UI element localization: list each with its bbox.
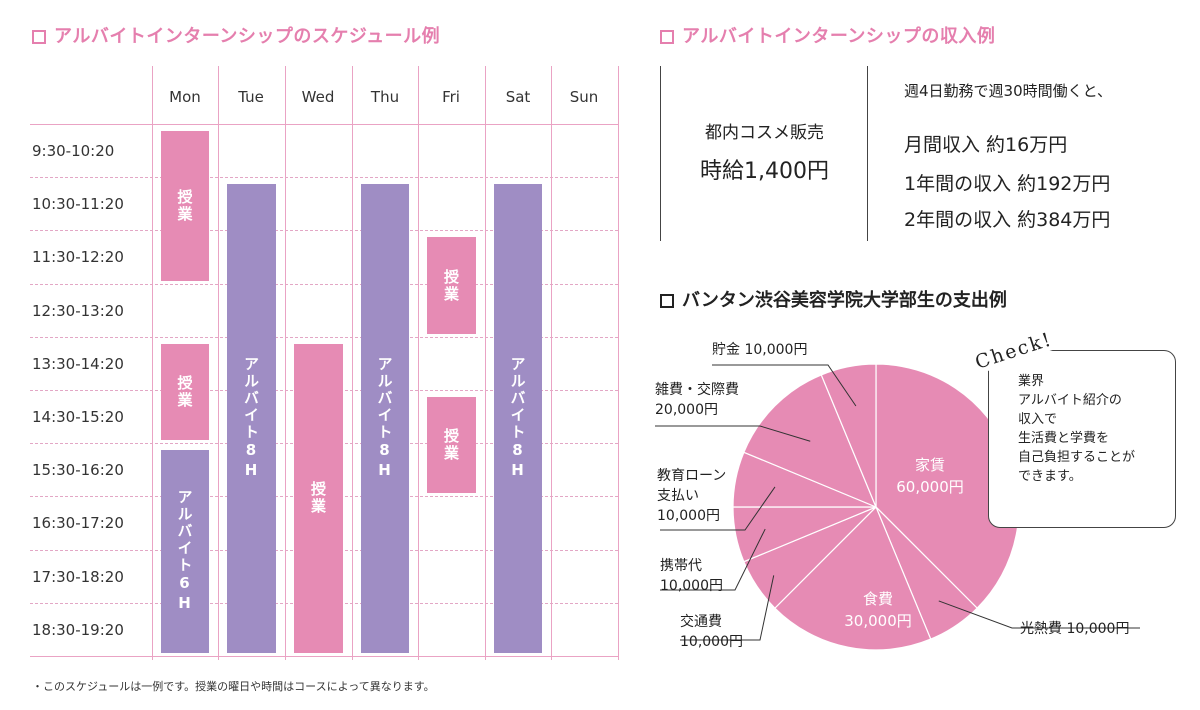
time-slot-label: 10:30-11:20 (32, 195, 124, 214)
grid-column-line (551, 66, 552, 660)
time-slot-label: 15:30-16:20 (32, 461, 124, 480)
income-1year: 1年間の収入 約192万円 (904, 173, 1111, 195)
day-header-mon: Mon (169, 88, 201, 106)
check-text: 業界 アルバイト紹介の 収入で 生活費と学費を 自己負担することが できます。 (1018, 374, 1136, 484)
income-wage: 時給1,400円 (700, 159, 829, 184)
time-slot-label: 17:30-18:20 (32, 567, 124, 586)
leader-line-6 (655, 425, 811, 442)
time-slot-label: 16:30-17:20 (32, 514, 124, 533)
schedule-block: アルバイト8H (494, 184, 542, 653)
leader-line-5 (660, 486, 776, 531)
schedule-block: 授業 (294, 343, 343, 653)
grid-row-line (30, 230, 618, 232)
leader-line-4 (660, 528, 766, 591)
leader-line-3 (680, 575, 775, 641)
schedule-block: 授業 (161, 131, 209, 281)
income-title: アルバイトインターンシップの収入例 (660, 22, 995, 48)
schedule-block: アルバイト8H (361, 184, 409, 653)
header-line (30, 124, 618, 125)
time-slot-label: 12:30-13:20 (32, 301, 124, 320)
day-header-wed: Wed (301, 88, 335, 106)
schedule-block: 授業 (427, 397, 476, 494)
grid-column-line (418, 66, 419, 660)
schedule-block: アルバイト8H (227, 184, 276, 653)
schedule-block: 授業 (427, 237, 476, 334)
chart-title: バンタン渋谷美容学院大学部生の支出例 (660, 286, 1007, 312)
grid-row-line (30, 656, 618, 657)
grid-column-line (618, 66, 619, 660)
income-divider-mid (867, 66, 868, 241)
grid-column-line (352, 66, 353, 660)
schedule-grid: Mon Tue Wed Thu Fri Sat Sun 9:30-10:20 10:30-11:… (30, 66, 619, 660)
leader-line-7 (712, 364, 857, 407)
income-job: 都内コスメ販売 (705, 123, 824, 143)
income-condition: 週4日勤務で週30時間働くと、 (904, 82, 1113, 100)
time-slot-label: 18:30-19:20 (32, 620, 124, 639)
pie-slice-7 (820, 363, 877, 508)
schedule-note: ・このスケジュールは一例です。授業の曜日や時間はコースによって異なります。 (32, 680, 435, 693)
schedule-title: アルバイトインターンシップのスケジュール例 (32, 22, 440, 48)
grid-row-line (30, 177, 618, 179)
slice-label-utilities: 光熱費 10,000円 (1020, 621, 1130, 637)
grid-row-line (30, 336, 618, 338)
income-divider-left (660, 66, 661, 241)
slice-label-savings: 貯金 10,000円 (712, 342, 808, 358)
grid-column-line (485, 66, 486, 660)
income-monthly: 月間収入 約16万円 (904, 134, 1068, 156)
day-header-tue: Tue (238, 88, 264, 106)
checkbox-square-icon (32, 30, 46, 44)
day-header-sun: Sun (569, 88, 599, 106)
leader-line-1 (938, 600, 1140, 629)
income-2year: 2年間の収入 約384万円 (904, 209, 1111, 231)
checkbox-square-icon (660, 30, 674, 44)
slice-label-rent: 家賃 60,000円 (896, 456, 964, 496)
time-slot-label: 9:30-10:20 (32, 142, 115, 160)
day-header-thu: Thu (370, 88, 400, 106)
time-slot-label: 14:30-15:20 (32, 408, 124, 426)
slice-label-education-loan: 教育ローン支払い 10,000円 (657, 468, 727, 524)
checkbox-square-icon (660, 294, 674, 308)
slice-label-transport: 交通費 10,000円 (680, 614, 743, 650)
slice-label-misc: 雑費・交際費 20,000円 (655, 382, 739, 418)
day-header-fri: Fri (442, 88, 460, 106)
slice-label-phone: 携帯代 10,000円 (660, 558, 723, 594)
grid-row-line (30, 283, 618, 285)
time-slot-label: 13:30-14:20 (32, 354, 124, 373)
schedule-block: アルバイト6H (161, 450, 209, 653)
grid-column-line (152, 66, 153, 660)
grid-column-line (218, 66, 219, 660)
slice-label-food: 食費 30,000円 (844, 590, 912, 630)
day-header-sat: Sat (505, 88, 531, 106)
time-slot-label: 11:30-12:20 (32, 248, 124, 267)
grid-column-line (285, 66, 286, 660)
schedule-block: 授業 (161, 343, 209, 441)
pie-slice-2 (774, 505, 932, 651)
check-callout (988, 350, 1176, 528)
